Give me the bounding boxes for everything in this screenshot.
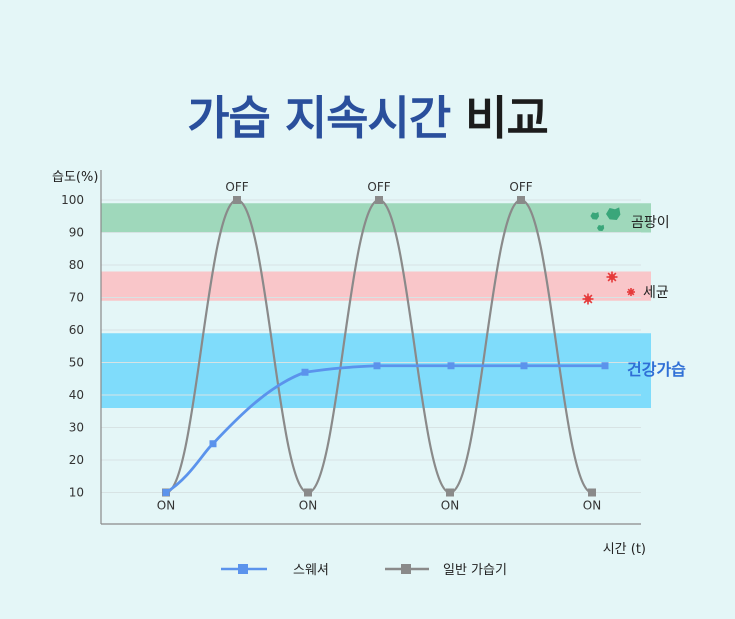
point-normal bbox=[233, 196, 241, 204]
off-label: OFF bbox=[225, 180, 248, 194]
zones-layer bbox=[101, 203, 651, 408]
germ-core bbox=[608, 273, 616, 281]
y-tick-label: 100 bbox=[61, 193, 84, 207]
title-main: 가습 지속시간 bbox=[187, 91, 451, 145]
on-label: ON bbox=[299, 499, 317, 513]
series-layer bbox=[162, 196, 609, 497]
legend-marker-swasher bbox=[238, 564, 248, 574]
point-swasher bbox=[301, 368, 309, 376]
point-swasher bbox=[447, 362, 455, 370]
germ-burst bbox=[582, 293, 594, 305]
mold-spot bbox=[597, 224, 605, 232]
on-label: ON bbox=[441, 499, 459, 513]
mold-icon bbox=[590, 207, 621, 232]
y-tick-label: 70 bbox=[69, 291, 84, 305]
point-swasher bbox=[373, 362, 381, 370]
y-tick-label: 90 bbox=[69, 226, 84, 240]
mold-spot bbox=[590, 212, 600, 220]
germ-core bbox=[584, 295, 592, 303]
y-tick-label: 30 bbox=[69, 421, 84, 435]
point-normal bbox=[517, 196, 525, 204]
off-label: OFF bbox=[509, 180, 532, 194]
point-swasher bbox=[209, 440, 217, 448]
page-title: 가습 지속시간 비교 bbox=[0, 82, 735, 148]
point-normal bbox=[446, 488, 454, 497]
mold-spot bbox=[606, 207, 621, 220]
point-normal bbox=[304, 488, 312, 497]
legend: 스웨셔 일반 가습기 bbox=[221, 563, 507, 578]
y-tick-label: 20 bbox=[69, 453, 84, 467]
y-tick-label: 60 bbox=[69, 323, 84, 337]
zone-label-germ: 세균 bbox=[643, 285, 669, 301]
y-tick-label: 50 bbox=[69, 356, 84, 370]
legend-label-swasher: 스웨셔 bbox=[293, 563, 329, 578]
germ-burst bbox=[627, 288, 635, 296]
zone-label-mold: 곰팡이 bbox=[631, 215, 670, 231]
x-axis-title: 시간 (t) bbox=[603, 542, 646, 557]
point-swasher bbox=[601, 362, 609, 370]
y-tick-label: 80 bbox=[69, 258, 84, 272]
series-line-swasher bbox=[165, 364, 605, 494]
point-normal bbox=[375, 196, 383, 204]
y-axis-title: 습도(%) bbox=[52, 170, 98, 185]
zone-band bbox=[101, 333, 651, 408]
germ-burst bbox=[606, 271, 618, 283]
germ-core bbox=[628, 289, 634, 295]
legend-label-normal: 일반 가습기 bbox=[443, 563, 507, 578]
off-label: OFF bbox=[367, 180, 390, 194]
y-tick-label: 40 bbox=[69, 388, 84, 402]
germ-icon bbox=[582, 271, 635, 305]
point-swasher bbox=[520, 362, 528, 370]
grid-layer bbox=[101, 199, 641, 493]
axes-layer: 10 20 30 40 50 60 70 80 90 100 습도(%) 시간 (t) bbox=[52, 170, 646, 557]
zone-band bbox=[101, 271, 651, 301]
legend-marker-normal bbox=[401, 564, 411, 574]
point-swasher bbox=[162, 489, 170, 496]
zone-label-healthy: 건강가습 bbox=[627, 360, 686, 379]
title-sub: 비교 bbox=[465, 91, 549, 145]
y-tick-label: 10 bbox=[69, 486, 84, 500]
on-label: ON bbox=[583, 499, 601, 513]
zone-band bbox=[101, 203, 651, 233]
point-normal bbox=[588, 488, 596, 497]
on-label: ON bbox=[157, 499, 175, 513]
